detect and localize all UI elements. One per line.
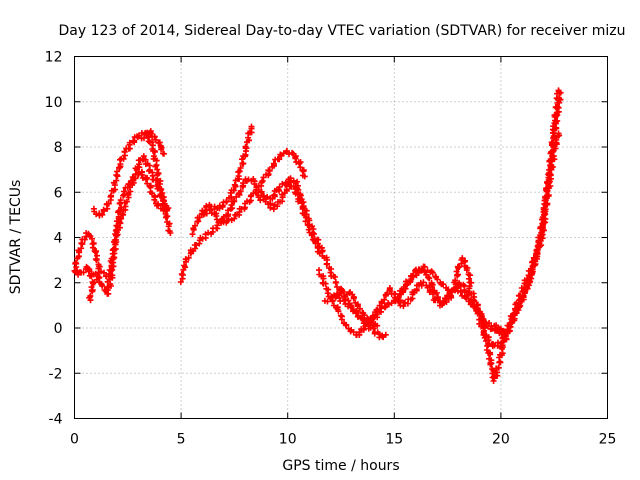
data-series-track-5 xyxy=(104,153,170,285)
x-tick-label: 25 xyxy=(599,432,617,448)
y-tick-label: 8 xyxy=(54,140,63,156)
data-series xyxy=(71,87,564,384)
y-tick-label: 2 xyxy=(54,276,63,292)
y-tick-label: 6 xyxy=(54,185,63,201)
x-tick-label: 20 xyxy=(492,432,510,448)
data-series-track-9 xyxy=(200,147,308,226)
data-series-track-8 xyxy=(189,123,255,238)
y-tick-label: 10 xyxy=(45,95,63,111)
y-tick-label: 12 xyxy=(45,50,63,66)
axis-ticks: 0 5 10 15 20 25 -4 -2 0 2 4 6 8 10 12 xyxy=(45,50,617,448)
data-series-track-18 xyxy=(486,130,563,338)
chart-title: Day 123 of 2014, Sidereal Day-to-day VTE… xyxy=(59,23,626,39)
data-series-track-13 xyxy=(331,292,381,329)
y-tick-label: -4 xyxy=(49,412,63,428)
grid xyxy=(74,56,608,419)
data-series-track-14 xyxy=(451,255,475,292)
data-series-track-6 xyxy=(138,128,167,157)
y-tick-label: 0 xyxy=(54,321,63,337)
x-tick-label: 10 xyxy=(279,432,297,448)
data-series-track-2 xyxy=(72,263,99,280)
x-tick-label: 15 xyxy=(385,432,403,448)
y-axis-label: SDTVAR / TECUs xyxy=(8,180,24,295)
y-tick-label: -2 xyxy=(49,366,63,382)
y-tick-label: 4 xyxy=(54,231,63,247)
x-tick-label: 5 xyxy=(177,432,186,448)
x-axis-label: GPS time / hours xyxy=(282,458,399,474)
data-series-track-15 xyxy=(396,263,453,298)
x-tick-label: 0 xyxy=(70,432,79,448)
